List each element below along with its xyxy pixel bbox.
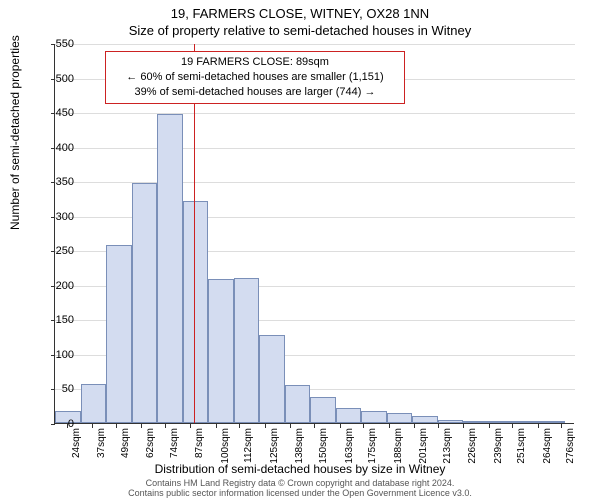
footer-line-2: Contains public sector information licen…	[0, 488, 600, 498]
page-title: 19, FARMERS CLOSE, WITNEY, OX28 1NN	[0, 0, 600, 21]
xtick-mark	[512, 424, 513, 428]
xtick-mark	[216, 424, 217, 428]
ytick-label: 350	[34, 176, 74, 188]
xtick-mark	[92, 424, 93, 428]
xtick-mark	[290, 424, 291, 428]
xtick-mark	[414, 424, 415, 428]
histogram-bar	[285, 385, 311, 423]
ytick-label: 100	[34, 349, 74, 361]
histogram-bar	[208, 279, 234, 423]
xtick-mark	[265, 424, 266, 428]
xtick-mark	[489, 424, 490, 428]
page-subtitle: Size of property relative to semi-detach…	[0, 21, 600, 38]
xtick-mark	[239, 424, 240, 428]
xtick-mark	[438, 424, 439, 428]
ytick-label: 0	[34, 418, 74, 430]
histogram-bar	[361, 411, 387, 423]
xtick-mark	[165, 424, 166, 428]
histogram-bar	[387, 413, 413, 423]
gridline	[55, 148, 575, 149]
histogram-chart: 24sqm37sqm49sqm62sqm74sqm87sqm100sqm112s…	[54, 44, 574, 424]
xtick-mark	[561, 424, 562, 428]
gridline	[55, 113, 575, 114]
footer-line-1: Contains HM Land Registry data © Crown c…	[0, 478, 600, 488]
histogram-bar	[157, 114, 183, 423]
xtick-mark	[190, 424, 191, 428]
histogram-bar	[463, 421, 489, 423]
ytick-label: 400	[34, 142, 74, 154]
ytick-label: 450	[34, 107, 74, 119]
xtick-mark	[463, 424, 464, 428]
xtick-mark	[314, 424, 315, 428]
histogram-bar	[81, 384, 107, 423]
ytick-label: 150	[34, 314, 74, 326]
ytick-label: 500	[34, 73, 74, 85]
histogram-bar	[234, 278, 260, 423]
histogram-bar	[514, 421, 540, 423]
histogram-bar	[259, 335, 285, 423]
annotation-line-3: 39% of semi-detached houses are larger (…	[112, 85, 398, 100]
xtick-mark	[340, 424, 341, 428]
xtick-mark	[363, 424, 364, 428]
plot-area: 24sqm37sqm49sqm62sqm74sqm87sqm100sqm112s…	[54, 44, 574, 424]
xtick-mark	[141, 424, 142, 428]
xtick-mark	[538, 424, 539, 428]
annotation-line-2: ← 60% of semi-detached houses are smalle…	[112, 70, 398, 85]
histogram-bar	[412, 416, 438, 423]
annotation-box: 19 FARMERS CLOSE: 89sqm← 60% of semi-det…	[105, 51, 405, 104]
ytick-label: 200	[34, 280, 74, 292]
y-axis-label: Number of semi-detached properties	[8, 35, 22, 230]
histogram-bar	[336, 408, 362, 423]
xtick-mark	[389, 424, 390, 428]
histogram-bar	[310, 397, 336, 423]
histogram-bar	[489, 421, 515, 423]
histogram-bar	[106, 245, 132, 423]
ytick-label: 300	[34, 211, 74, 223]
annotation-line-1: 19 FARMERS CLOSE: 89sqm	[112, 55, 398, 70]
ytick-label: 550	[34, 38, 74, 50]
ytick-label: 50	[34, 383, 74, 395]
histogram-bar	[540, 421, 566, 423]
histogram-bar	[438, 420, 464, 423]
ytick-label: 250	[34, 245, 74, 257]
histogram-bar	[132, 183, 158, 423]
x-axis-label: Distribution of semi-detached houses by …	[0, 462, 600, 476]
footer-attribution: Contains HM Land Registry data © Crown c…	[0, 478, 600, 499]
xtick-mark	[116, 424, 117, 428]
gridline	[55, 44, 575, 45]
